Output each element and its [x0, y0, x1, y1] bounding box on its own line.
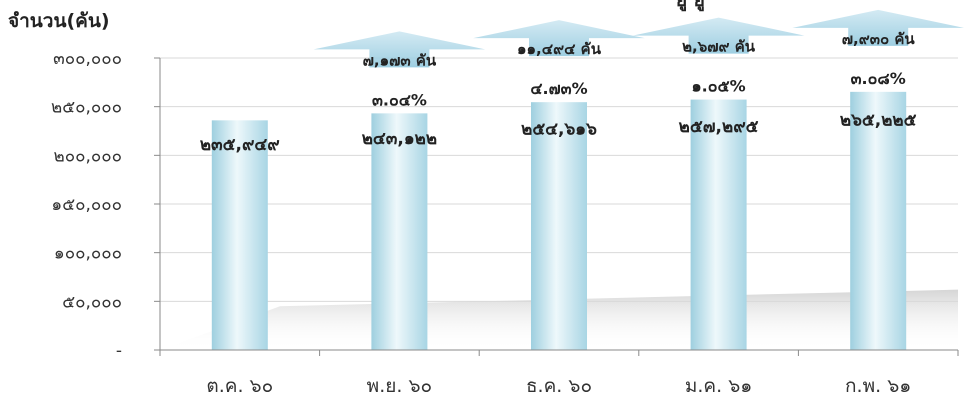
bar: [850, 91, 907, 351]
increase-arrow: [792, 9, 964, 46]
bars: [211, 91, 907, 351]
increase-label: ๒,๖๗๙ คัน: [682, 38, 756, 56]
chart-title: ยู ยู: [676, 0, 705, 12]
bar-value-label: ๒๕๔,๖๑๖: [521, 119, 597, 139]
increase-arrow: [632, 17, 805, 54]
y-axis-title: จำนวน(คัน): [8, 10, 110, 32]
y-tick-label: ๒๐๐,๐๐๐: [54, 146, 123, 166]
x-category-label: ต.ค. ๖๐: [206, 375, 273, 397]
y-tick-label: ๑๐๐,๐๐๐: [54, 244, 122, 264]
increase-label: ๗,๑๗๓ คัน: [363, 51, 437, 69]
axes: [154, 57, 959, 356]
increase-arrow: [313, 31, 486, 68]
y-tick-label: ๑๕๐,๐๐๐: [51, 195, 122, 215]
bar-value-label: ๒๓๕,๙๔๙: [200, 135, 280, 155]
percent-label: ๑.๐๕%: [692, 77, 746, 96]
x-category-label: ก.พ. ๖๑: [845, 375, 911, 397]
y-tick-label: -: [116, 341, 122, 361]
bar: [531, 102, 587, 350]
percent-label: ๔.๗๓%: [530, 79, 587, 98]
y-tick-label: ๕๐,๐๐๐: [62, 292, 122, 312]
bar-value-label: ๒๖๕,๒๒๕: [840, 110, 917, 130]
y-tick-label: ๓๐๐,๐๐๐: [53, 49, 122, 69]
increase-arrows: [313, 9, 964, 68]
x-category-label: ธ.ค. ๖๐: [526, 375, 592, 397]
increase-label: ๗,๙๓๐ คัน: [842, 30, 916, 48]
y-tick-label: ๒๕๐,๐๐๐: [51, 98, 122, 118]
increase-arrow: [473, 20, 645, 57]
bar-value-label: ๒๕๗,๒๙๕: [679, 117, 759, 137]
bar: [211, 120, 268, 350]
percent-label: ๓.๐๘%: [851, 69, 906, 88]
labels: - ๕๐,๐๐๐ ๑๐๐,๐๐๐ ๑๕๐,๐๐๐ ๒๐๐,๐๐๐ ๒๕๐,๐๐๐ ๓๐๐,๐…: [51, 30, 917, 397]
x-category-label: ม.ค. ๖๑: [685, 375, 752, 397]
bar-value-label: ๒๔๓,๑๒๒: [362, 129, 437, 149]
percent-label: ๓.๐๔%: [372, 90, 427, 109]
bar: [690, 99, 747, 351]
x-category-label: พ.ย. ๖๐: [367, 375, 432, 397]
bar: [371, 113, 428, 350]
increase-label: ๑๑,๔๙๔ คัน: [517, 40, 602, 58]
